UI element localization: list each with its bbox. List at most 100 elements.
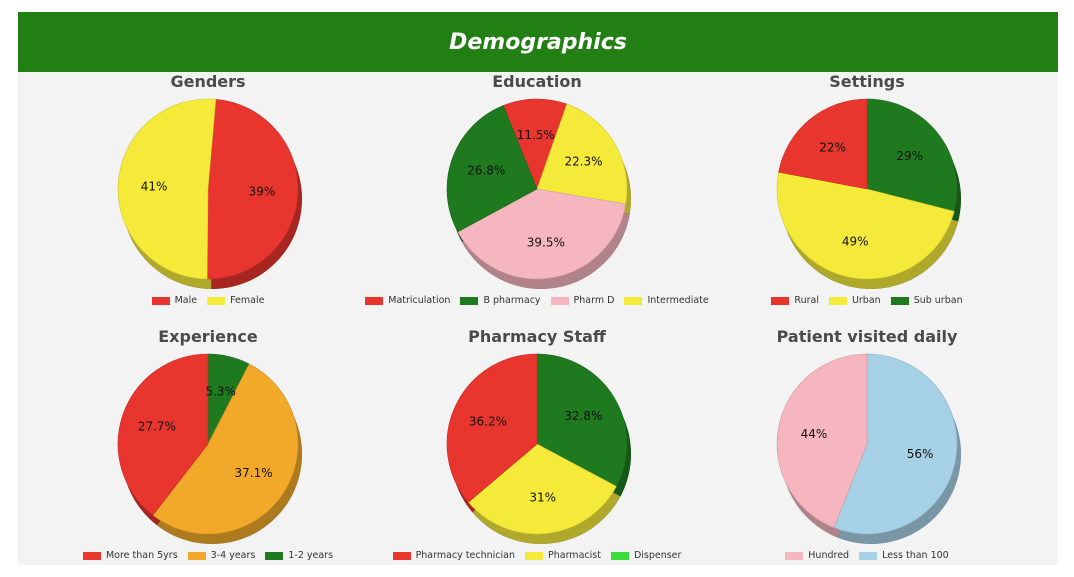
slice-label-matriculation: 11.5% bbox=[517, 128, 555, 142]
legend-item-more-than-5yrs[interactable]: More than 5yrs bbox=[82, 550, 178, 561]
slice-label-1-2-years: 5.3% bbox=[205, 385, 236, 399]
chart-title: Patient visited daily bbox=[776, 327, 958, 346]
legend-swatch bbox=[525, 551, 543, 560]
slice-label-intermediate: 22.3% bbox=[564, 155, 602, 169]
pie-slice-sub-urban bbox=[866, 98, 958, 212]
legend-swatch bbox=[859, 551, 878, 560]
legend-label: Intermediate bbox=[647, 295, 709, 306]
genders-chart: Genders 39% 41% Male Female bbox=[38, 72, 378, 322]
legend-item-3-4-years[interactable]: 3-4 years bbox=[187, 550, 256, 561]
legend-swatch bbox=[207, 296, 226, 305]
legend-item-1-2-years[interactable]: 1-2 years bbox=[265, 550, 333, 561]
legend-label: Hundred bbox=[808, 550, 850, 561]
legend-swatch bbox=[392, 551, 411, 560]
experience-chart: Experience 5.3% 37.1% 27.7% More than 5yrs… bbox=[38, 327, 378, 577]
slice-label-less-than-100: 56% bbox=[907, 447, 934, 461]
slice-label-hundred: 44% bbox=[801, 427, 828, 441]
chart-legend: Pharmacy technician Pharmacist Dispenser bbox=[367, 550, 707, 561]
genders-pie: 39% 41% bbox=[117, 98, 302, 290]
chart-legend: Male Female bbox=[38, 295, 378, 306]
legend-swatch bbox=[610, 551, 629, 560]
pie-slice-pharm-d bbox=[457, 188, 627, 280]
pharmacy-staff-chart: Pharmacy Staff 32.8% 31% 36.2% Pharmacy te… bbox=[367, 327, 707, 577]
settings-chart: Settings 29% 49% 22% Rural Urban Sub urban bbox=[697, 72, 1037, 322]
legend-label: B pharmacy bbox=[483, 295, 541, 306]
pie-slice-male bbox=[206, 99, 299, 280]
legend-item-matriculation[interactable]: Matriculation bbox=[365, 295, 450, 306]
pie-slice-hundred bbox=[776, 353, 868, 529]
legend-item-dispenser[interactable]: Dispenser bbox=[610, 550, 682, 561]
legend-item-pharm-d[interactable]: Pharm D bbox=[550, 295, 615, 306]
legend-item-less-than-100[interactable]: Less than 100 bbox=[859, 550, 949, 561]
slice-label-more-than-5yrs: 27.7% bbox=[138, 420, 176, 434]
legend-item-urban[interactable]: Urban bbox=[828, 295, 881, 306]
legend-item-rural[interactable]: Rural bbox=[771, 295, 819, 306]
page-title: Demographics bbox=[449, 29, 627, 55]
pie-slice-rural bbox=[778, 98, 868, 190]
legend-swatch bbox=[151, 296, 170, 305]
pie-slice-more-than-5yrs bbox=[117, 353, 209, 516]
settings-pie: 29% 49% 22% bbox=[776, 98, 961, 289]
legend-swatch bbox=[828, 296, 847, 305]
title-banner: Demographics bbox=[18, 12, 1058, 72]
legend-label: Urban bbox=[851, 295, 881, 306]
legend-item-male[interactable]: Male bbox=[151, 295, 198, 306]
legend-swatch bbox=[785, 551, 804, 560]
legend-label: Sub urban bbox=[913, 295, 963, 306]
legend-label: Pharmacy technician bbox=[415, 550, 515, 561]
pie-slice-3-4-years bbox=[152, 363, 299, 535]
chart-legend: More than 5yrs 3-4 years 1-2 years bbox=[38, 550, 378, 561]
legend-item-intermediate[interactable]: Intermediate bbox=[624, 295, 709, 306]
slice-label-pharmacist: 31% bbox=[529, 491, 556, 505]
patient-visited-chart: Patient visited daily 56% 44% Hundred Less… bbox=[697, 327, 1037, 577]
legend-label: Matriculation bbox=[388, 295, 451, 306]
legend-label: Rural bbox=[794, 295, 819, 306]
legend-label: More than 5yrs bbox=[105, 550, 178, 561]
legend-label: Female bbox=[230, 295, 265, 306]
chart-legend: Matriculation B pharmacy Pharm D Intermedia… bbox=[365, 295, 709, 306]
experience-pie: 5.3% 37.1% 27.7% bbox=[117, 353, 302, 544]
slice-label-dispenser: 32.8% bbox=[564, 409, 602, 423]
slice-label-rural: 22% bbox=[819, 140, 846, 154]
legend-swatch bbox=[771, 296, 790, 305]
legend-label: 3-4 years bbox=[210, 550, 256, 561]
slice-label-pharmacy-technician: 36.2% bbox=[469, 414, 507, 428]
legend-item-hundred[interactable]: Hundred bbox=[785, 550, 849, 561]
legend-item-pharmacy-technician[interactable]: Pharmacy technician bbox=[392, 550, 515, 561]
slice-label-pharm-d: 39.5% bbox=[527, 235, 565, 249]
pie-slice-pharmacy-technician bbox=[446, 353, 538, 503]
legend-swatch bbox=[265, 551, 284, 560]
legend-swatch bbox=[890, 296, 909, 305]
pie-slice-matriculation bbox=[502, 98, 568, 190]
legend-item-pharmacist[interactable]: Pharmacist bbox=[525, 550, 601, 561]
legend-label: Pharmacist bbox=[548, 550, 601, 561]
slice-label-3-4-years: 37.1% bbox=[234, 466, 272, 480]
pie-slice-intermediate bbox=[536, 103, 628, 205]
legend-label: Pharm D bbox=[573, 295, 615, 306]
chart-title: Pharmacy Staff bbox=[468, 327, 606, 346]
legend-swatch bbox=[187, 551, 206, 560]
slice-label-male: 39% bbox=[249, 185, 276, 199]
pie-slice-pharmacist bbox=[467, 443, 617, 535]
legend-item-sub-urban[interactable]: Sub urban bbox=[890, 295, 963, 306]
slice-label-urban: 49% bbox=[842, 235, 869, 249]
chart-title: Experience bbox=[158, 327, 258, 346]
pharmacy-staff-pie: 32.8% 31% 36.2% bbox=[446, 353, 631, 544]
legend-label: Male bbox=[174, 295, 198, 306]
chart-title: Settings bbox=[829, 72, 905, 91]
education-chart: Education 11.5% 22.3% 39.5% 26.8% Matricula… bbox=[365, 72, 709, 322]
pie-slice-dispenser bbox=[536, 353, 628, 487]
slice-label-sub-urban: 29% bbox=[896, 149, 923, 163]
pie-slice-less-than-100 bbox=[833, 353, 958, 535]
chart-title: Education bbox=[492, 72, 582, 91]
chart-legend: Rural Urban Sub urban bbox=[697, 295, 1037, 306]
legend-swatch bbox=[550, 296, 569, 305]
chart-legend: Hundred Less than 100 bbox=[697, 550, 1037, 561]
legend-item-female[interactable]: Female bbox=[207, 295, 264, 306]
legend-swatch bbox=[365, 296, 384, 305]
legend-item-b-pharmacy[interactable]: B pharmacy bbox=[460, 295, 541, 306]
legend-label: 1-2 years bbox=[288, 550, 334, 561]
legend-label: Dispenser bbox=[633, 550, 682, 561]
chart-title: Genders bbox=[170, 72, 246, 91]
legend-swatch bbox=[460, 296, 479, 305]
